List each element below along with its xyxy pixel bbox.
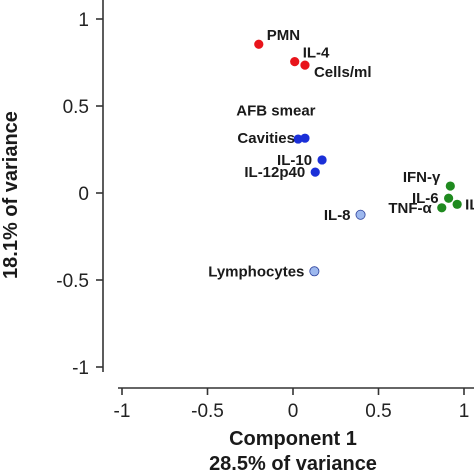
point-label: IL-6: [412, 190, 439, 207]
point-label: IL: [465, 196, 474, 213]
point-label: IL-12p40: [244, 164, 305, 181]
data-points: [254, 39, 462, 277]
x-axis-subtitle: 28.5% of variance: [209, 453, 377, 474]
data-point: [300, 60, 310, 70]
y-ticks: -1 -0.5 0 0.5 1: [56, 10, 103, 379]
data-point: [254, 39, 264, 49]
point-label: IL-4: [303, 45, 330, 62]
data-point: [445, 181, 455, 191]
x-tick-label: -1: [114, 401, 131, 422]
data-point: [437, 203, 447, 213]
point-label: IL-10: [277, 152, 312, 169]
x-axis-title: Component 1: [229, 428, 357, 450]
data-point: [355, 209, 366, 220]
y-tick-label: -1: [72, 358, 89, 379]
data-point: [317, 155, 327, 165]
data-point: [309, 266, 320, 277]
data-point: [290, 57, 300, 67]
data-point: [444, 193, 454, 203]
annotations: AFB smear: [236, 103, 315, 120]
y-tick-label: -0.5: [56, 271, 89, 292]
x-ticks: -1 -0.5 0 0.5 1: [114, 388, 470, 422]
point-label: IFN-γ: [403, 169, 441, 186]
data-point: [300, 133, 310, 143]
annotation-label: AFB smear: [236, 103, 315, 120]
x-tick-label: 0: [288, 401, 299, 422]
y-tick-label: 0.5: [63, 97, 89, 118]
y-tick-label: 1: [78, 10, 89, 31]
data-point: [452, 199, 462, 209]
point-label: IL-8: [324, 207, 351, 224]
point-label: Cells/ml: [314, 64, 372, 81]
data-point: [293, 134, 303, 144]
y-tick-label: 0: [78, 184, 89, 205]
x-tick-label: -0.5: [191, 401, 224, 422]
point-label: PMN: [267, 27, 300, 44]
x-tick-label: 1: [459, 401, 470, 422]
data-point: [310, 167, 320, 177]
point-label: Cavities: [237, 130, 295, 147]
x-tick-label: 0.5: [365, 401, 391, 422]
point-label: TNF-α: [388, 200, 432, 217]
axes: [102, 0, 474, 389]
point-label: Lymphocytes: [208, 263, 304, 280]
y-axis-title: 18.1% of variance: [0, 111, 22, 279]
